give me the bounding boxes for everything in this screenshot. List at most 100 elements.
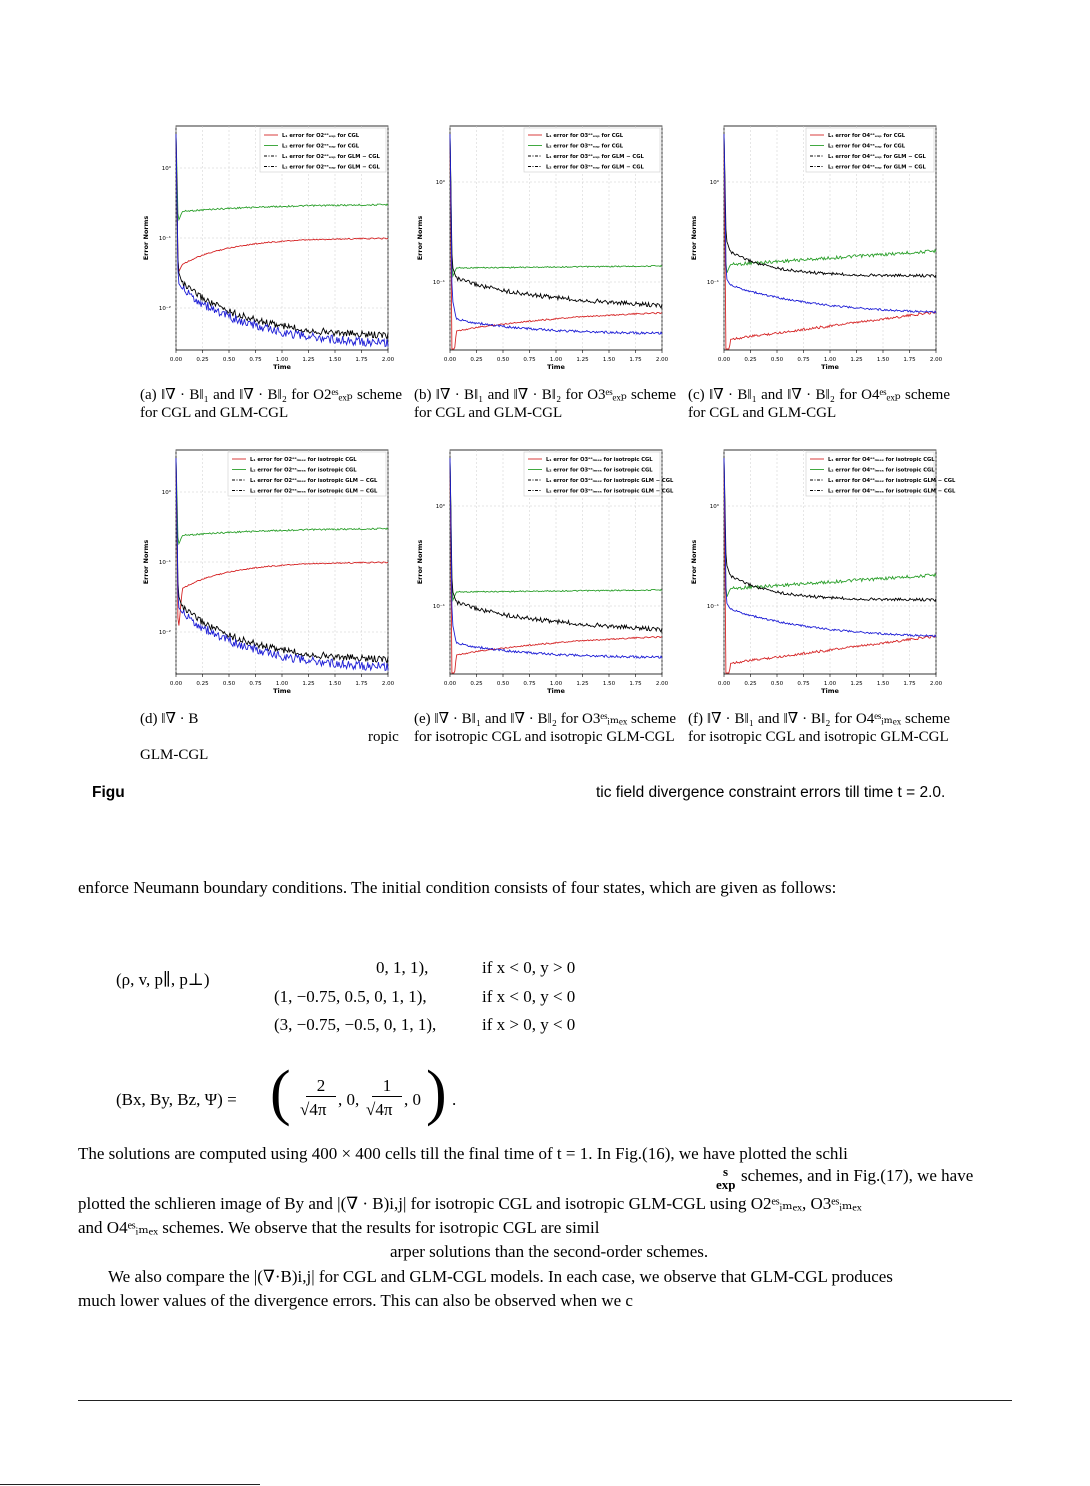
- legend-entry: L₁ error for O2ᵉˢₑₓₚ for GLM − CGL: [282, 154, 380, 160]
- y-axis-label: Error Norms: [142, 216, 150, 261]
- x-axis-label: Time: [273, 363, 291, 371]
- eq2-frac1-den: √4π: [300, 1100, 327, 1119]
- para2-sup: s: [723, 1164, 729, 1179]
- x-tick-label: 1.25: [850, 357, 863, 363]
- x-tick-label: 0.75: [523, 357, 536, 363]
- caption-d: (d) ‖∇ · B: [140, 711, 199, 727]
- x-tick-label: 1.00: [824, 681, 837, 687]
- figure-caption-text: tic field divergence constraint errors t…: [596, 784, 946, 801]
- series-l2-cgl: [175, 457, 389, 546]
- caption-e: (e) ‖∇ · B‖₁ and ‖∇ · B‖₂ for O3ᵉˢᵢₘₑₓ s…: [414, 711, 676, 745]
- x-tick-label: 1.50: [603, 681, 616, 687]
- eq2-lhs: (Bx, By, Bz, Ψ) =: [116, 1090, 237, 1109]
- x-tick-label: 0.50: [223, 681, 236, 687]
- eq2-period: .: [452, 1090, 457, 1109]
- x-tick-label: 0.75: [249, 681, 262, 687]
- series-l1-glm-cgl: [449, 133, 663, 309]
- eq2-end: , 0: [404, 1090, 421, 1109]
- panel-f: 0.00 0.25 0.50 0.75 1.00 1.25 1.50 1.75 2.00 10⁰ 1…: [688, 442, 958, 695]
- x-axis-label: Time: [821, 687, 839, 695]
- x-tick-label: 0.25: [470, 357, 483, 363]
- eq2-frac2-num: 1: [372, 1076, 402, 1097]
- x-tick-label: 1.00: [276, 681, 289, 687]
- y-tick-label: 10⁻¹: [707, 279, 719, 286]
- legend-entry: L₁ error for O4ᵉˢᵢₘₑₓ for isotropic CGL: [828, 457, 935, 463]
- series-l1-glm-cgl: [723, 133, 937, 278]
- panel-e: 0.00 0.25 0.50 0.75 1.00 1.25 1.50 1.75 2.00 10⁰ 1…: [414, 442, 684, 695]
- y-tick-label: 10⁰: [162, 165, 172, 172]
- x-tick-label: 2.00: [656, 357, 669, 363]
- x-tick-label: 1.25: [302, 357, 315, 363]
- x-tick-label: 1.25: [302, 681, 315, 687]
- paragraph-2-line-5: arper solutions than the second-order sc…: [390, 1242, 709, 1261]
- legend-entry: L₂ error for O4ᵉˢᵢₘₑₓ for isotropic GLM …: [828, 489, 956, 495]
- x-tick-label: 1.50: [329, 357, 342, 363]
- paragraph-3-line-2: much lower values of the divergence erro…: [78, 1291, 633, 1310]
- series-l1-cgl: [723, 457, 937, 674]
- error-plot-f: 0.00 0.25 0.50 0.75 1.00 1.25 1.50 1.75 2.00 10⁰ 1…: [690, 449, 956, 695]
- x-tick-label: 0.50: [223, 357, 236, 363]
- x-tick-label: 2.00: [930, 357, 943, 363]
- legend-entry: L₁ error for O4ᵉˢₑₓₚ for GLM − CGL: [828, 154, 926, 160]
- x-tick-label: 0.25: [744, 681, 757, 687]
- error-plot-e: 0.00 0.25 0.50 0.75 1.00 1.25 1.50 1.75 2.00 10⁰ 1…: [416, 449, 674, 695]
- legend-entry: L₂ error for O3ᵉˢₑₓₚ for CGL: [546, 144, 624, 150]
- legend-entry: L₁ error for O2ᵉˢᵢₘₑₓ for isotropic GLM …: [250, 478, 378, 484]
- legend-entry: L₁ error for O3ᵉˢᵢₘₑₓ for isotropic GLM …: [546, 478, 674, 484]
- y-tick-label: 10⁻²: [159, 305, 171, 312]
- x-tick-label: 0.50: [771, 681, 784, 687]
- y-tick-label: 10⁻¹: [159, 559, 171, 566]
- x-tick-label: 1.25: [850, 681, 863, 687]
- caption-d-overflow: ropic: [368, 729, 399, 745]
- y-tick-label: 10⁻¹: [707, 603, 719, 610]
- x-tick-label: 0.00: [718, 681, 731, 687]
- legend-entry: L₂ error for O4ᵉˢₑₓₚ for CGL: [828, 144, 906, 150]
- x-tick-label: 1.50: [603, 357, 616, 363]
- x-tick-label: 1.75: [355, 357, 368, 363]
- x-tick-label: 0.00: [718, 357, 731, 363]
- paragraph-2-line-4: and O4ᵉˢᵢₘₑₓ schemes. We observe that th…: [78, 1218, 600, 1237]
- legend-entry: L₂ error for O2ᵉˢₑₓₚ for GLM − CGL: [282, 165, 380, 171]
- legend-entry: L₂ error for O3ᵉˢᵢₘₑₓ for isotropic CGL: [546, 468, 653, 474]
- x-tick-label: 2.00: [930, 681, 943, 687]
- x-tick-label: 0.00: [170, 681, 183, 687]
- x-tick-label: 1.50: [329, 681, 342, 687]
- error-plot-b: 0.00 0.25 0.50 0.75 1.00 1.25 1.50 1.75 2.00 10⁰ 1…: [416, 125, 669, 371]
- series-l2-glm-cgl: [175, 457, 389, 672]
- x-tick-label: 0.25: [196, 681, 209, 687]
- y-axis-label: Error Norms: [416, 216, 424, 261]
- legend-entry: L₁ error for O3ᵉˢₑₓₚ for CGL: [546, 133, 624, 139]
- x-tick-label: 1.75: [903, 681, 916, 687]
- x-tick-label: 1.00: [276, 357, 289, 363]
- legend-entry: L₁ error for O2ᵉˢₑₓₚ for CGL: [282, 133, 360, 139]
- x-tick-label: 0.00: [170, 357, 183, 363]
- series-l1-glm-cgl: [175, 133, 389, 341]
- y-tick-label: 10⁰: [710, 503, 720, 510]
- eq-row-1-val: 0, 1, 1),: [376, 958, 429, 977]
- x-tick-label: 1.75: [355, 681, 368, 687]
- legend-box: [805, 127, 935, 173]
- eq2-frac1-num: 2: [306, 1076, 336, 1097]
- legend-entry: L₁ error for O3ᵉˢᵢₘₑₓ for isotropic CGL: [546, 457, 653, 463]
- paragraph-1: enforce Neumann boundary conditions. The…: [78, 878, 837, 897]
- legend-entry: L₁ error for O3ᵉˢₑₓₚ for GLM − CGL: [546, 154, 644, 160]
- x-tick-label: 1.50: [877, 681, 890, 687]
- series-l1-cgl: [449, 457, 663, 674]
- x-tick-label: 2.00: [382, 681, 395, 687]
- x-tick-label: 1.25: [576, 681, 589, 687]
- y-axis-label: Error Norms: [690, 216, 698, 261]
- x-tick-label: 1.75: [629, 357, 642, 363]
- caption-f: (f) ‖∇ · B‖₁ and ‖∇ · B‖₂ for O4ᵉˢᵢₘₑₓ s…: [688, 711, 950, 745]
- legend-entry: L₂ error for O4ᵉˢᵢₘₑₓ for isotropic CGL: [828, 468, 935, 474]
- x-tick-label: 0.75: [249, 357, 262, 363]
- series-l2-glm-cgl: [449, 457, 663, 659]
- caption-c: (c) ‖∇ · B‖₁ and ‖∇ · B‖₂ for O4ᵉˢₑₓₚ sc…: [688, 387, 950, 421]
- series-l2-glm-cgl: [723, 133, 937, 314]
- figure-label: Figu: [92, 784, 125, 801]
- series-l2-glm-cgl: [175, 133, 389, 348]
- eq-row-3-cond: if x > 0, y < 0: [482, 1015, 576, 1034]
- x-tick-label: 0.50: [497, 681, 510, 687]
- x-tick-label: 1.75: [629, 681, 642, 687]
- panel-b: 0.00 0.25 0.50 0.75 1.00 1.25 1.50 1.75 2.00 10⁰ 1…: [414, 118, 684, 371]
- legend-entry: L₂ error for O3ᵉˢᵢₘₑₓ for isotropic GLM …: [546, 489, 674, 495]
